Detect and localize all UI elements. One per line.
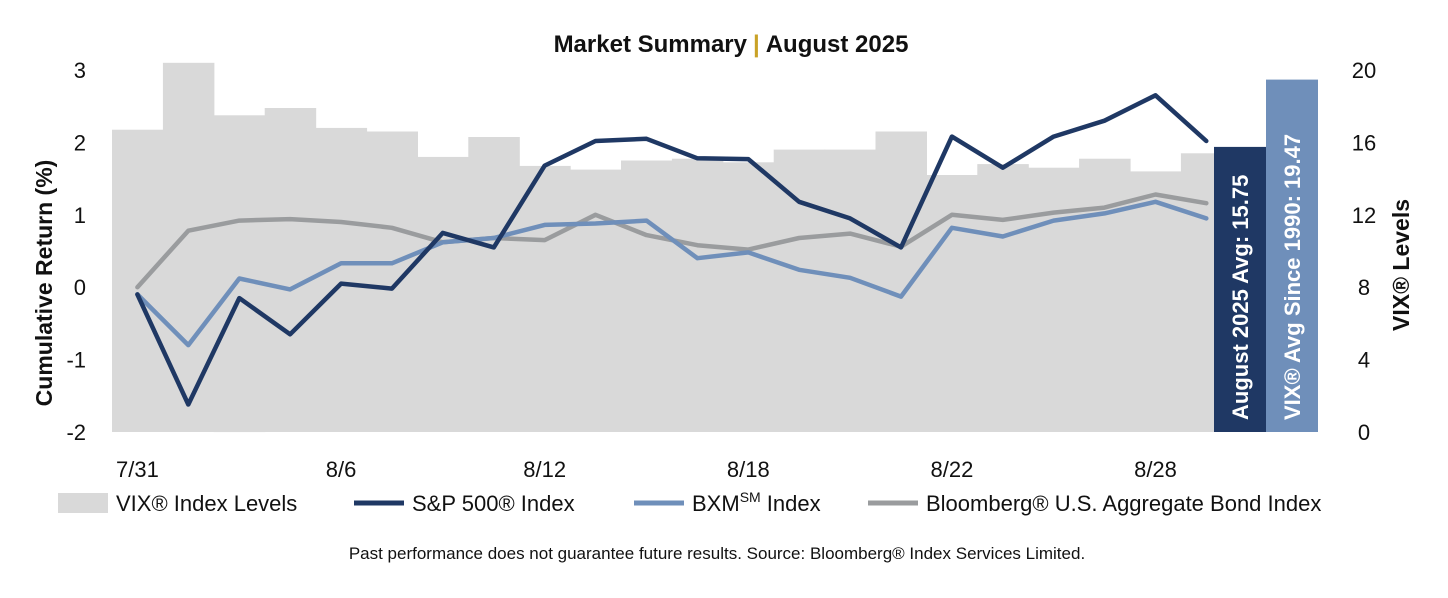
y2-tick-label: 20: [1352, 58, 1376, 83]
left-axis-ticks: 3 2 1 0 -1 -2: [66, 58, 86, 445]
legend-label: VIX® Index Levels: [116, 491, 297, 516]
y2-tick-label: 8: [1358, 275, 1370, 300]
vix-bars: [112, 62, 1233, 433]
vix-bar: [1079, 158, 1131, 432]
y-axis-label: Cumulative Return (%): [31, 160, 57, 407]
vix-bar: [264, 108, 317, 432]
average-bar: [1214, 146, 1266, 432]
y2-tick-label: 16: [1352, 130, 1376, 155]
series-line: [135, 93, 1209, 407]
x-tick-label: 7/31: [116, 457, 159, 482]
y-tick-label: 0: [74, 275, 86, 300]
series-line: [135, 199, 1209, 348]
right-axis-ticks: 20 16 12 8 4 0: [1352, 58, 1376, 445]
legend-label: S&P 500® Index: [412, 491, 575, 516]
average-label: VIX® Avg Since 1990: 19.47: [1280, 134, 1305, 420]
legend-label: Bloomberg® U.S. Aggregate Bond Index: [926, 491, 1321, 516]
x-tick-label: 8/22: [930, 457, 973, 482]
y2-tick-label: 4: [1358, 348, 1370, 373]
vix-bar: [977, 164, 1029, 432]
footnote: Past performance does not guarantee futu…: [349, 544, 1085, 563]
vix-bar: [213, 115, 266, 433]
average-label: August 2025 Avg: 15.75: [1228, 175, 1253, 420]
legend-swatch: [58, 493, 108, 513]
vix-bar: [773, 149, 826, 432]
x-tick-label: 8/12: [523, 457, 566, 482]
vix-bar: [722, 162, 775, 433]
chart-title: Market Summary | August 2025: [554, 31, 909, 58]
y-tick-label: 1: [74, 203, 86, 228]
vix-bar: [112, 129, 164, 432]
vix-bar: [671, 158, 724, 432]
vix-bar: [366, 131, 418, 432]
chart-title-separator: |: [753, 31, 760, 58]
y-tick-label: 3: [74, 58, 86, 83]
vix-bar: [875, 131, 927, 432]
vix-bar: [824, 149, 877, 432]
vix-bar: [468, 137, 520, 432]
x-tick-label: 8/28: [1134, 457, 1177, 482]
vix-bar: [417, 156, 469, 432]
x-tick-label: 8/18: [727, 457, 770, 482]
legend: VIX® Index Levels S&P 500® Index BXMSM Ind…: [58, 489, 1321, 516]
legend-label: BXMSM Index: [692, 489, 821, 516]
vix-bar: [621, 160, 673, 432]
vix-bar: [315, 127, 368, 433]
vix-bar: [1028, 167, 1080, 432]
vix-bar: [1130, 171, 1182, 432]
y2-tick-label: 12: [1352, 203, 1376, 228]
series-lines: [135, 93, 1209, 407]
x-axis-ticks: 7/31 8/6 8/12 8/18 8/22 8/28: [116, 457, 1177, 482]
x-tick-label: 8/6: [326, 457, 357, 482]
vix-bar: [570, 169, 622, 432]
average-bar: [1266, 79, 1318, 432]
chart-title-part1: Market Summary: [554, 31, 748, 58]
y2-axis-label: VIX® Levels: [1388, 199, 1414, 331]
y-tick-label: -2: [66, 420, 86, 445]
vix-bar: [519, 165, 571, 432]
y-tick-label: 2: [74, 130, 86, 155]
y2-tick-label: 0: [1358, 420, 1370, 445]
average-bars: August 2025 Avg: 15.75 VIX® Avg Since 199…: [1214, 79, 1318, 432]
chart-title-part2: August 2025: [766, 31, 909, 58]
y-tick-label: -1: [66, 348, 86, 373]
